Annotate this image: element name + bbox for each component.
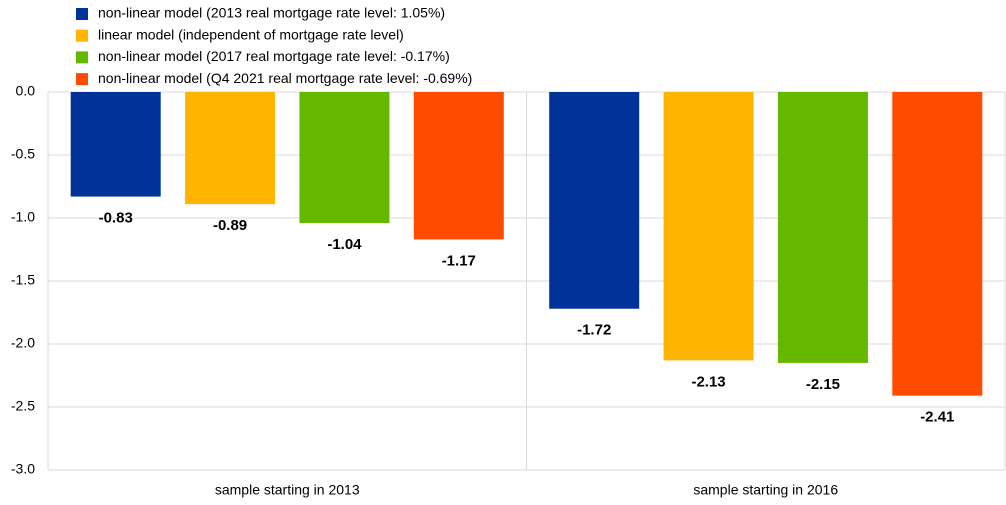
value-label: -1.04 [327,236,362,253]
x-tick-label: sample starting in 2016 [693,482,838,498]
value-label: -2.15 [806,376,840,393]
legend-swatch [76,73,88,86]
bar [70,92,161,197]
value-label: -0.89 [213,217,247,234]
bar [777,92,868,363]
legend-label: non-linear model (2017 real mortgage rat… [98,48,450,64]
y-tick-label: -1.5 [11,272,35,288]
bar [413,92,504,240]
bar [549,92,640,309]
y-tick-label: 0.0 [16,83,36,99]
y-tick-label: -1.0 [11,209,35,225]
legend-swatch [76,29,88,42]
y-tick-label: -2.5 [11,398,35,414]
bar [299,92,390,224]
value-label: -1.72 [577,322,611,339]
bar [663,92,754,361]
y-tick-label: -3.0 [11,461,35,477]
legend-swatch [76,8,88,20]
value-label: -2.41 [920,409,954,426]
legend-swatch [76,51,88,64]
value-label: -1.17 [442,252,476,269]
y-tick-label: -0.5 [11,146,35,162]
x-tick-label: sample starting in 2013 [215,482,360,498]
bar [892,92,983,396]
value-label: -0.83 [99,210,133,227]
legend-label: linear model (independent of mortgage ra… [98,26,404,42]
value-label: -2.13 [691,373,725,390]
legend-label: non-linear model (2013 real mortgage rat… [98,5,445,21]
bar [185,92,276,205]
y-tick-label: -2.0 [11,335,35,351]
legend-label: non-linear model (Q4 2021 real mortgage … [98,70,472,86]
